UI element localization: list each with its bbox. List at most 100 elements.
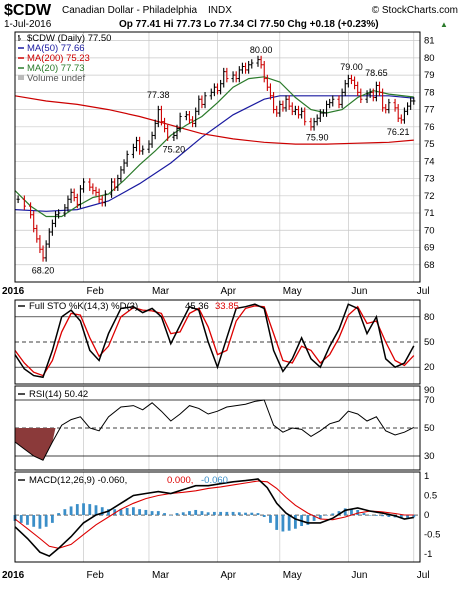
macd-tick-label: -0.5 — [424, 530, 440, 541]
macd-histogram-bar — [368, 515, 372, 516]
x-axis-month-label: May — [283, 286, 302, 297]
macd-histogram-bar — [399, 515, 403, 519]
macd-histogram-bar — [262, 515, 266, 517]
macd-histogram-bar — [119, 509, 123, 516]
price-annotation: 75.90 — [306, 133, 329, 143]
macd-histogram-bar — [343, 508, 347, 516]
price-tick-label: 71 — [424, 208, 435, 219]
change-arrow-icon: ▲ — [440, 20, 448, 29]
exchange-label: INDX — [208, 5, 232, 16]
macd-histogram-bar — [144, 509, 148, 516]
x-axis-year: 2016 — [2, 286, 25, 297]
x-axis-month-label: Jun — [351, 570, 367, 581]
ma200-line — [14, 95, 414, 145]
price-tick-label: 68 — [424, 260, 435, 271]
macd-histogram-bar — [63, 509, 67, 516]
macd-histogram-bar — [256, 513, 260, 516]
macd-histogram-bar — [374, 515, 378, 516]
sto-k-line — [14, 303, 415, 379]
macd-histogram-bar — [94, 505, 98, 516]
legend-ma20: MA(20) 77.73 — [27, 63, 85, 74]
macd-histogram-bar — [206, 512, 210, 516]
macd-histogram-bar — [175, 513, 179, 516]
ohlc-label: Op 77.41 Hi 77.73 Lo 77.34 Cl 77.50 Chg … — [119, 19, 379, 30]
price-tick-label: 79 — [424, 70, 435, 81]
sto-legend-k: 45.36 — [185, 301, 209, 312]
x-axis-month-label: Apr — [221, 570, 237, 581]
macd-histogram-bar — [287, 515, 291, 531]
x-axis-month-label: Mar — [152, 570, 170, 581]
price-tick-label: 75 — [424, 139, 435, 150]
macd-histogram-bar — [150, 511, 154, 516]
macd-histogram-bar — [406, 515, 409, 518]
macd-histogram-bar — [225, 511, 229, 516]
price-tick-label: 69 — [424, 243, 435, 254]
x-axis-month-label: Apr — [221, 286, 237, 297]
price-annotation: 78.65 — [365, 68, 388, 78]
legend-volume: Volume undef — [27, 73, 85, 84]
sto-legend: Full STO %K(14,3) %D(3) — [29, 301, 138, 312]
macd-histogram-bar — [156, 511, 160, 516]
copyright-label: © StockCharts.com — [372, 5, 458, 16]
macd-histogram-bar — [244, 512, 247, 516]
macd-histogram-bar — [75, 504, 79, 516]
price-tick-label: 77 — [424, 105, 435, 116]
date-label: 1-Jul-2016 — [4, 19, 52, 30]
macd-histogram-bar — [57, 513, 61, 516]
macd-histogram-bar — [113, 509, 117, 516]
x-axis-month-label: Mar — [152, 286, 170, 297]
macd-histogram-bar — [293, 515, 297, 529]
rsi-line — [14, 399, 415, 461]
price-tick-label: 80 — [424, 53, 435, 64]
macd-histogram-bar — [250, 512, 254, 516]
macd-frame — [14, 471, 421, 563]
x-axis-month-label: May — [283, 570, 302, 581]
macd-histogram-bar — [219, 511, 223, 516]
macd-histogram-bar — [32, 515, 36, 527]
x-axis-month-label: Jun — [351, 286, 367, 297]
ma50-line — [14, 95, 414, 212]
legend-ma50: MA(50) 77.66 — [27, 43, 85, 54]
macd-histogram-bar — [312, 515, 316, 521]
sto-tick-label: 50 — [424, 337, 435, 348]
macd-tick-label: 1 — [424, 471, 429, 482]
macd-panel: 1 0.5 0 -0.5 -1 MACD(12,26,9) -0.060, 0.000, -0… — [13, 471, 440, 563]
macd-histogram-bar — [237, 512, 241, 516]
macd-histogram-bar — [82, 503, 85, 516]
rsi-tick-label: 90 — [424, 385, 435, 396]
macd-histogram-bar — [306, 515, 310, 525]
x-axis-month-label: Feb — [87, 570, 105, 581]
sto-panel: 20 50 80 Full STO %K(14,3) %D(3) 45.36 33.85 — [14, 299, 435, 385]
macd-histogram-bar — [194, 509, 198, 516]
legend-swatch — [18, 75, 24, 80]
sto-frame — [14, 299, 421, 385]
price-tick-label: 76 — [424, 122, 435, 133]
macd-histogram-bar — [88, 504, 92, 516]
macd-histogram-bar — [269, 515, 272, 523]
macd-histogram-bar — [100, 507, 104, 516]
rsi-frame — [14, 385, 421, 471]
macd-histogram-bar — [69, 506, 73, 516]
price-panel: 68 69 70 71 72 73 74 75 76 77 78 79 80 81 68.20 77.38 75… — [14, 31, 435, 283]
x-axis-month-label: Jul — [417, 570, 430, 581]
macd-histogram-bar — [350, 509, 353, 516]
x-axis: 2016 Feb Mar Apr May Jun Jul 2016 Feb Mar Apr May Ju… — [2, 286, 430, 581]
sto-tick-label: 80 — [424, 312, 435, 323]
price-tick-label: 73 — [424, 174, 435, 185]
macd-histogram-bar — [381, 515, 385, 517]
macd-histogram-bar — [212, 511, 216, 516]
macd-histogram-bar — [19, 515, 23, 523]
x-axis-year: 2016 — [2, 570, 25, 581]
macd-legend-signal: 0.000, — [167, 475, 193, 486]
price-annotation: 76.21 — [387, 127, 410, 137]
chart-header: $CDW Canadian Dollar - Philadelphia INDX… — [4, 2, 458, 30]
price-tick-label: 74 — [424, 156, 435, 167]
price-frame — [14, 31, 421, 283]
macd-histogram-bar — [125, 508, 129, 516]
legend-price: $CDW (Daily) 77.50 — [27, 33, 111, 44]
rsi-legend: RSI(14) 50.42 — [29, 389, 88, 400]
macd-histogram-bar — [188, 511, 191, 516]
macd-histogram-bar — [281, 515, 285, 532]
macd-histogram-bar — [412, 515, 416, 518]
